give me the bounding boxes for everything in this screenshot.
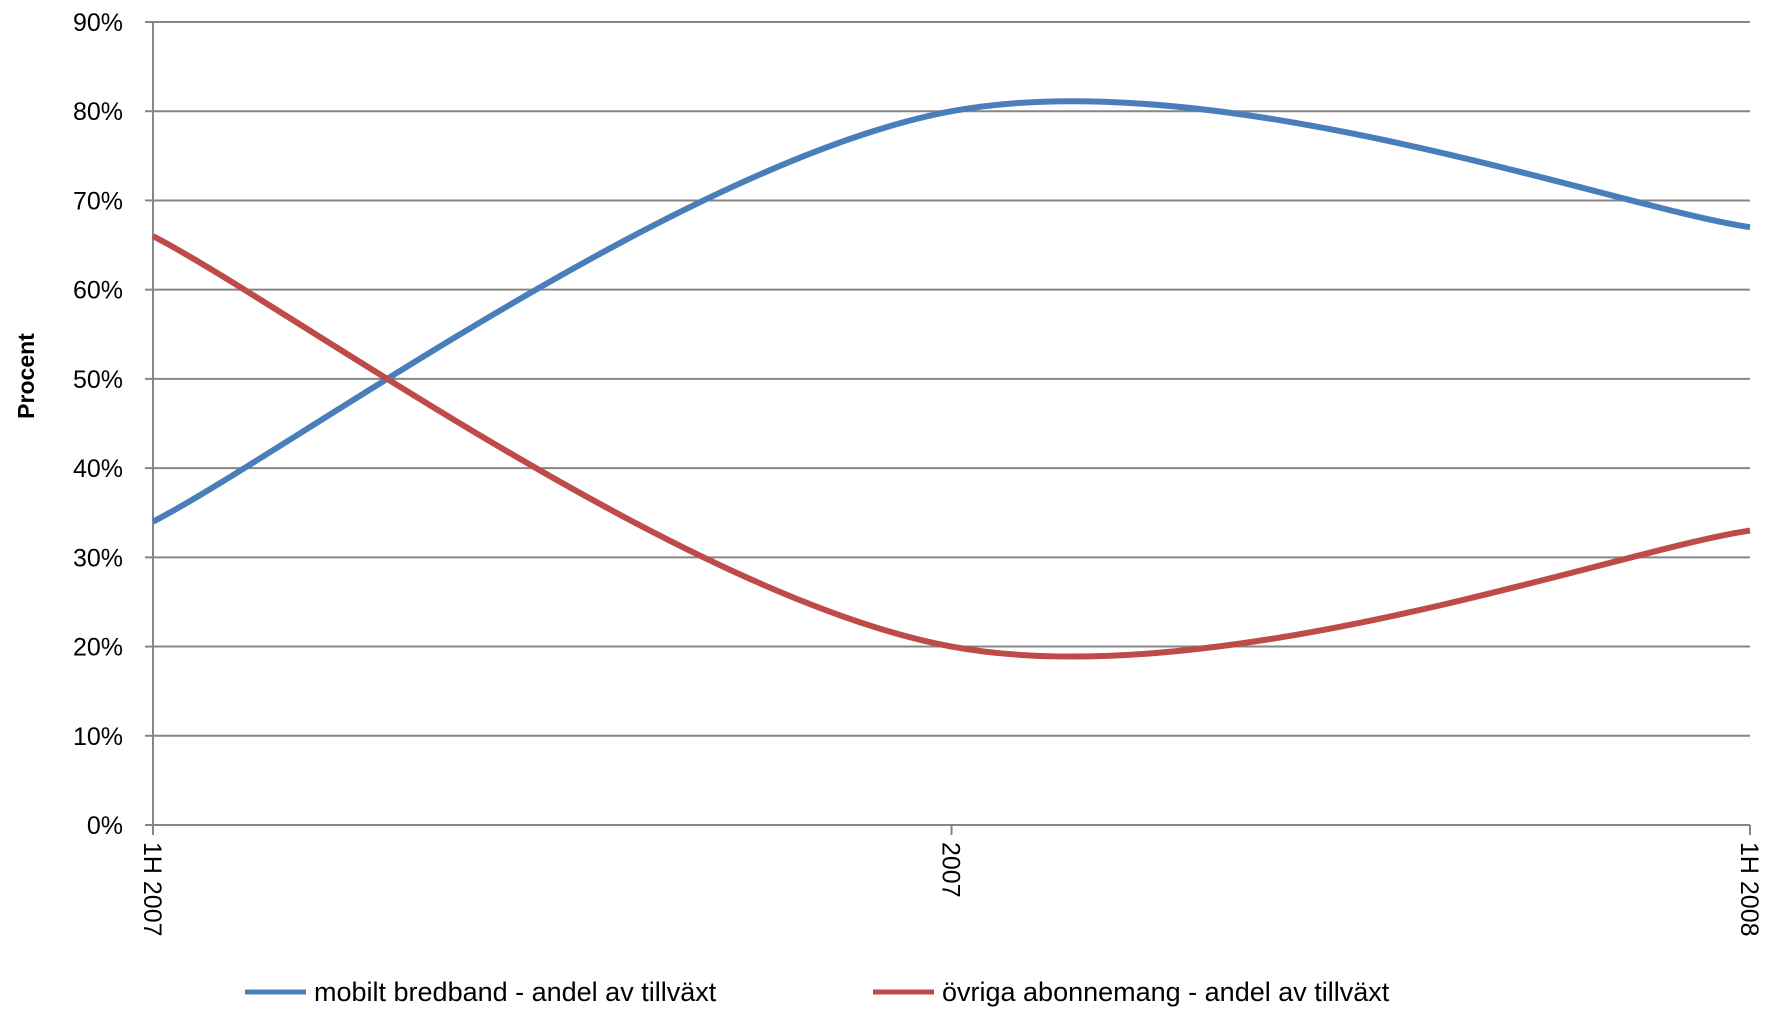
y-tick-label: 40% (73, 455, 123, 483)
legend: mobilt bredband - andel av tillväxt övri… (245, 977, 1390, 1007)
y-tick-label: 90% (73, 9, 123, 37)
y-axis-title: Procent (13, 333, 39, 419)
series-lines (151, 98, 1751, 660)
y-tick-label: 10% (73, 723, 123, 751)
gridlines (153, 21, 1750, 737)
legend-label-0: mobilt bredband - andel av tillväxt (314, 977, 717, 1007)
axes (145, 21, 1751, 835)
y-tick-label: 50% (73, 366, 123, 394)
y-tick-label: 70% (73, 187, 123, 215)
x-tick-label: 1H 2007 (138, 842, 166, 937)
series-line-0 (151, 98, 1751, 525)
x-tick-label: 2007 (937, 842, 965, 898)
y-tick-label: 60% (73, 277, 123, 305)
y-tick-label: 0% (87, 812, 123, 840)
y-tick-label: 80% (73, 98, 123, 126)
legend-item-0: mobilt bredband - andel av tillväxt (245, 977, 717, 1007)
series-line-1 (151, 233, 1751, 660)
tick-labels: 0% 10% 20% 30% 40% 50% 60% 70% 80% 90% 1H 2007 2007… (73, 9, 1763, 937)
y-tick-label: 30% (73, 544, 123, 572)
y-tick-label: 20% (73, 634, 123, 662)
legend-item-1: övriga abonnemang - andel av tillväxt (873, 977, 1390, 1007)
x-tick-label: 1H 2008 (1735, 842, 1763, 937)
legend-label-1: övriga abonnemang - andel av tillväxt (942, 977, 1390, 1007)
